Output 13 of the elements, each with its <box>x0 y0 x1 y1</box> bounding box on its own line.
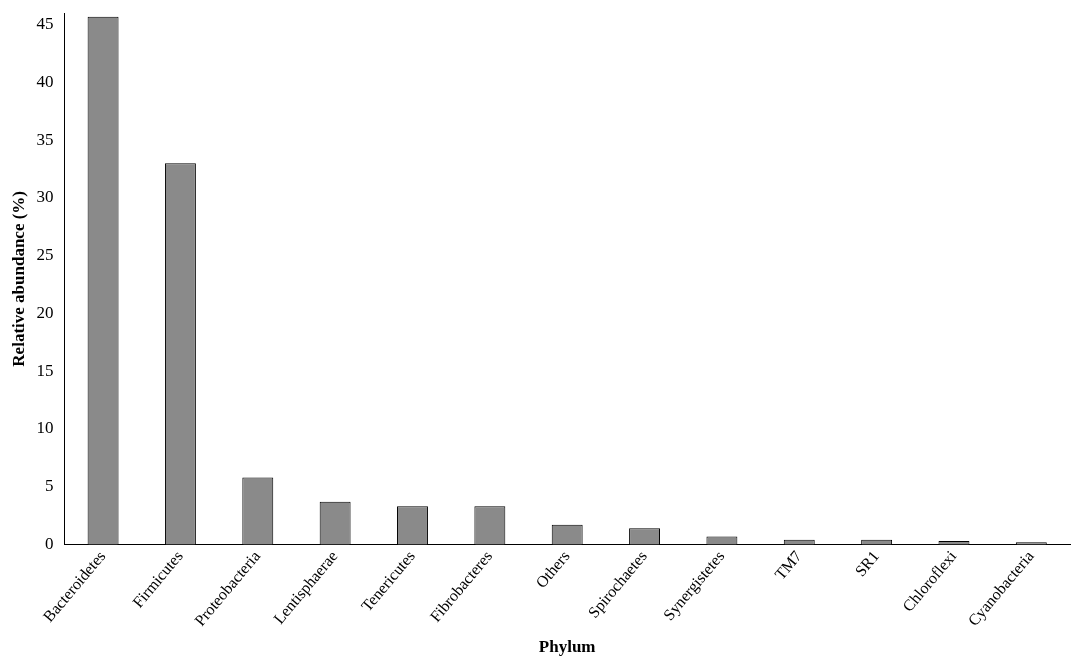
y-tick-label: 30 <box>36 187 54 207</box>
y-tick-label: 5 <box>44 476 54 496</box>
y-tick-label: 40 <box>36 71 54 91</box>
y-tick-label: 15 <box>36 360 54 380</box>
x-tick-label: SR1 <box>851 547 883 580</box>
y-tick-label: 35 <box>36 129 54 149</box>
y-tick-label: 0 <box>44 533 54 553</box>
x-axis-title: Phylum <box>538 637 596 657</box>
y-tick-label: 45 <box>36 14 54 34</box>
y-tick-label: 25 <box>36 245 54 265</box>
y-tick-label: 10 <box>36 418 54 438</box>
y-tick-label: 20 <box>36 302 54 322</box>
y-axis-title: Relative abundance (%) <box>8 191 28 367</box>
